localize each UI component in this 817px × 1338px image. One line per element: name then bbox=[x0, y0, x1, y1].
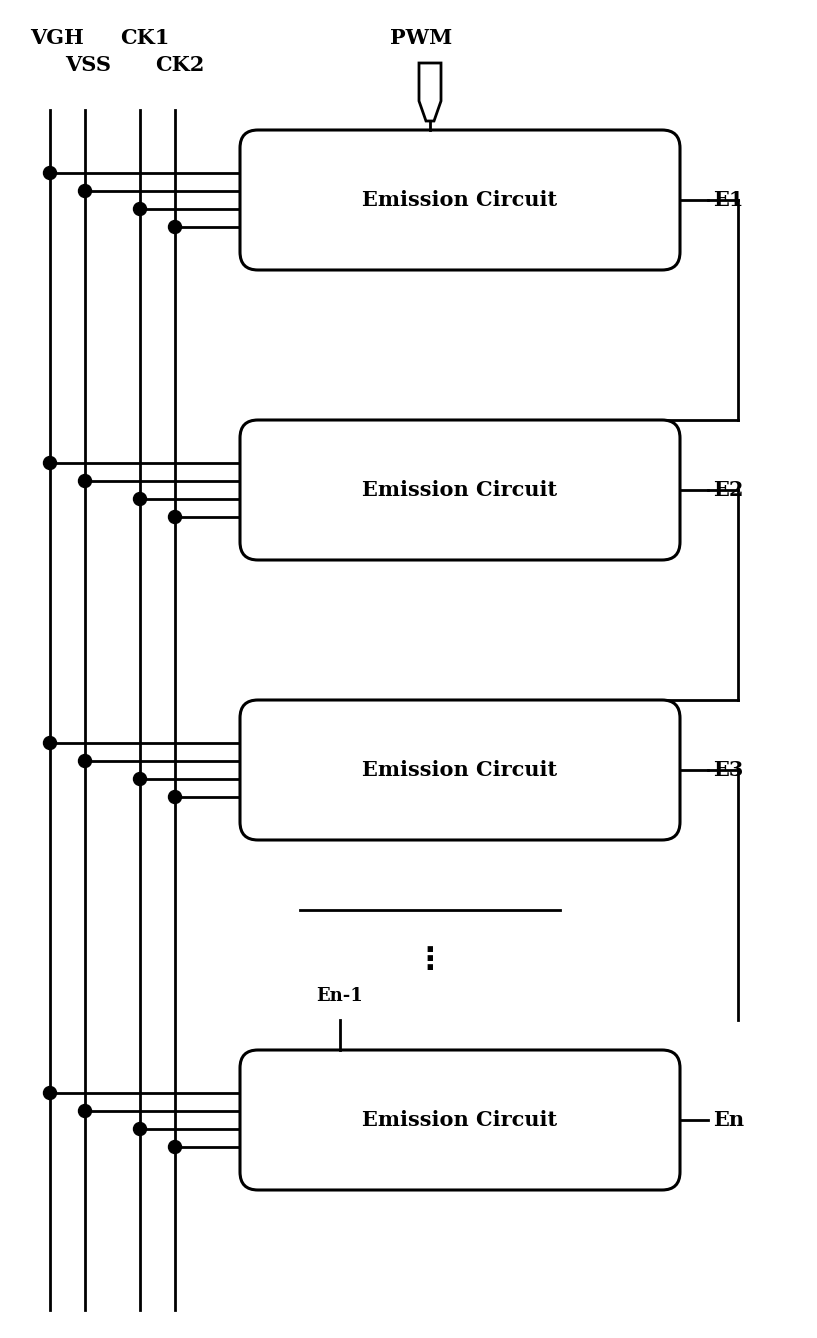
Circle shape bbox=[168, 1140, 181, 1153]
Text: CK1: CK1 bbox=[120, 28, 169, 48]
Text: En-1: En-1 bbox=[317, 987, 364, 1005]
Circle shape bbox=[168, 791, 181, 804]
Text: ⋮: ⋮ bbox=[415, 946, 445, 974]
Text: Emission Circuit: Emission Circuit bbox=[363, 760, 557, 780]
Text: E3: E3 bbox=[713, 760, 743, 780]
Text: Emission Circuit: Emission Circuit bbox=[363, 1111, 557, 1131]
Circle shape bbox=[133, 1123, 146, 1136]
Text: E2: E2 bbox=[713, 480, 743, 500]
Circle shape bbox=[168, 221, 181, 234]
FancyBboxPatch shape bbox=[240, 420, 680, 561]
Circle shape bbox=[168, 511, 181, 523]
Circle shape bbox=[43, 456, 56, 470]
Text: CK2: CK2 bbox=[155, 55, 204, 75]
Circle shape bbox=[43, 166, 56, 179]
Circle shape bbox=[78, 185, 92, 198]
Circle shape bbox=[78, 1104, 92, 1117]
Circle shape bbox=[78, 755, 92, 768]
FancyBboxPatch shape bbox=[240, 700, 680, 840]
Text: E1: E1 bbox=[713, 190, 743, 210]
Polygon shape bbox=[419, 63, 441, 120]
Text: Emission Circuit: Emission Circuit bbox=[363, 190, 557, 210]
Text: VSS: VSS bbox=[65, 55, 111, 75]
Circle shape bbox=[43, 736, 56, 749]
Circle shape bbox=[133, 492, 146, 506]
Text: Emission Circuit: Emission Circuit bbox=[363, 480, 557, 500]
Text: VGH: VGH bbox=[30, 28, 84, 48]
FancyBboxPatch shape bbox=[240, 1050, 680, 1189]
Circle shape bbox=[133, 202, 146, 215]
Circle shape bbox=[78, 475, 92, 487]
Text: En: En bbox=[713, 1111, 744, 1131]
Text: PWM: PWM bbox=[390, 28, 453, 48]
Circle shape bbox=[43, 1086, 56, 1100]
FancyBboxPatch shape bbox=[240, 130, 680, 270]
Circle shape bbox=[133, 772, 146, 785]
